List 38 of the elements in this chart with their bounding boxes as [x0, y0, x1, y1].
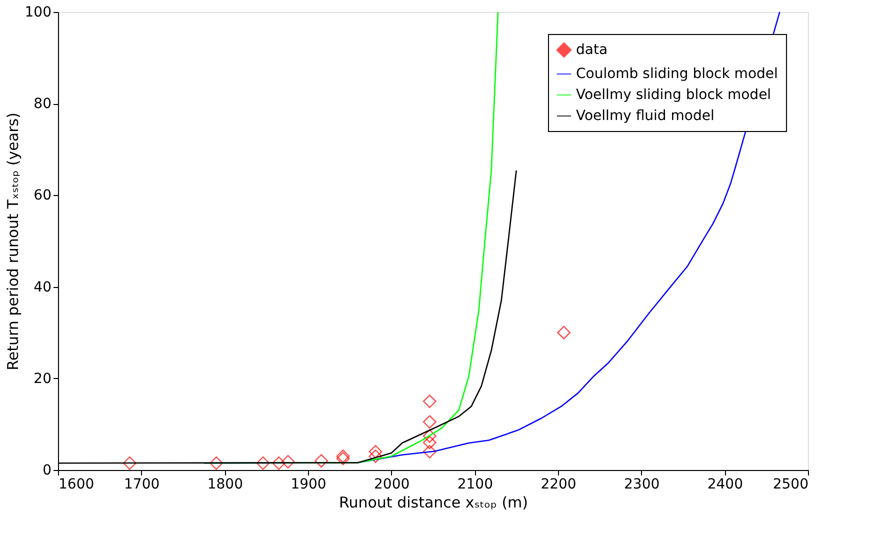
legend-label: Coulomb sliding block model	[576, 66, 778, 82]
point	[422, 415, 436, 429]
x-tick-label: 1600	[58, 476, 94, 492]
point	[336, 450, 350, 463]
legend-label: Voellmy sliding block model	[576, 87, 772, 103]
legend-label: Voellmy fluid model	[576, 108, 714, 124]
y-tick-label: 60	[34, 188, 52, 204]
x-tick-label: 2300	[624, 476, 660, 492]
point	[256, 456, 270, 470]
point	[336, 452, 350, 466]
y-tick-label: 100	[24, 4, 52, 20]
y-tick-label: 40	[34, 279, 52, 296]
legend-label: data	[576, 42, 608, 58]
point	[557, 326, 571, 340]
point	[422, 429, 436, 443]
y-tick-label: 0	[42, 462, 52, 478]
point	[210, 456, 224, 470]
y-tick-label: 20	[34, 370, 52, 387]
point	[368, 444, 382, 458]
y-tick-label: 80	[34, 96, 52, 112]
point	[314, 454, 328, 468]
y-axis-title: Return period runout Tₓₛₜₒₚ (years)	[4, 112, 22, 370]
point	[422, 436, 436, 450]
point	[272, 456, 286, 470]
x-tick-label: 2200	[540, 476, 576, 492]
point	[281, 455, 295, 468]
point	[368, 450, 382, 463]
point	[122, 456, 136, 470]
x-tick-label: 2400	[707, 476, 743, 492]
x-tick-label: 2100	[457, 476, 493, 492]
x-tick-label: 1900	[290, 476, 326, 492]
x-tick-label: 1700	[124, 476, 160, 492]
x-tick-label: 2500	[772, 476, 808, 492]
x-axis-title: Runout distance xₛₜₒₚ (m)	[338, 494, 528, 512]
x-tick-label: 2000	[374, 476, 410, 492]
point	[422, 444, 436, 458]
x-tick-label: 1800	[207, 476, 243, 492]
point	[422, 394, 436, 408]
